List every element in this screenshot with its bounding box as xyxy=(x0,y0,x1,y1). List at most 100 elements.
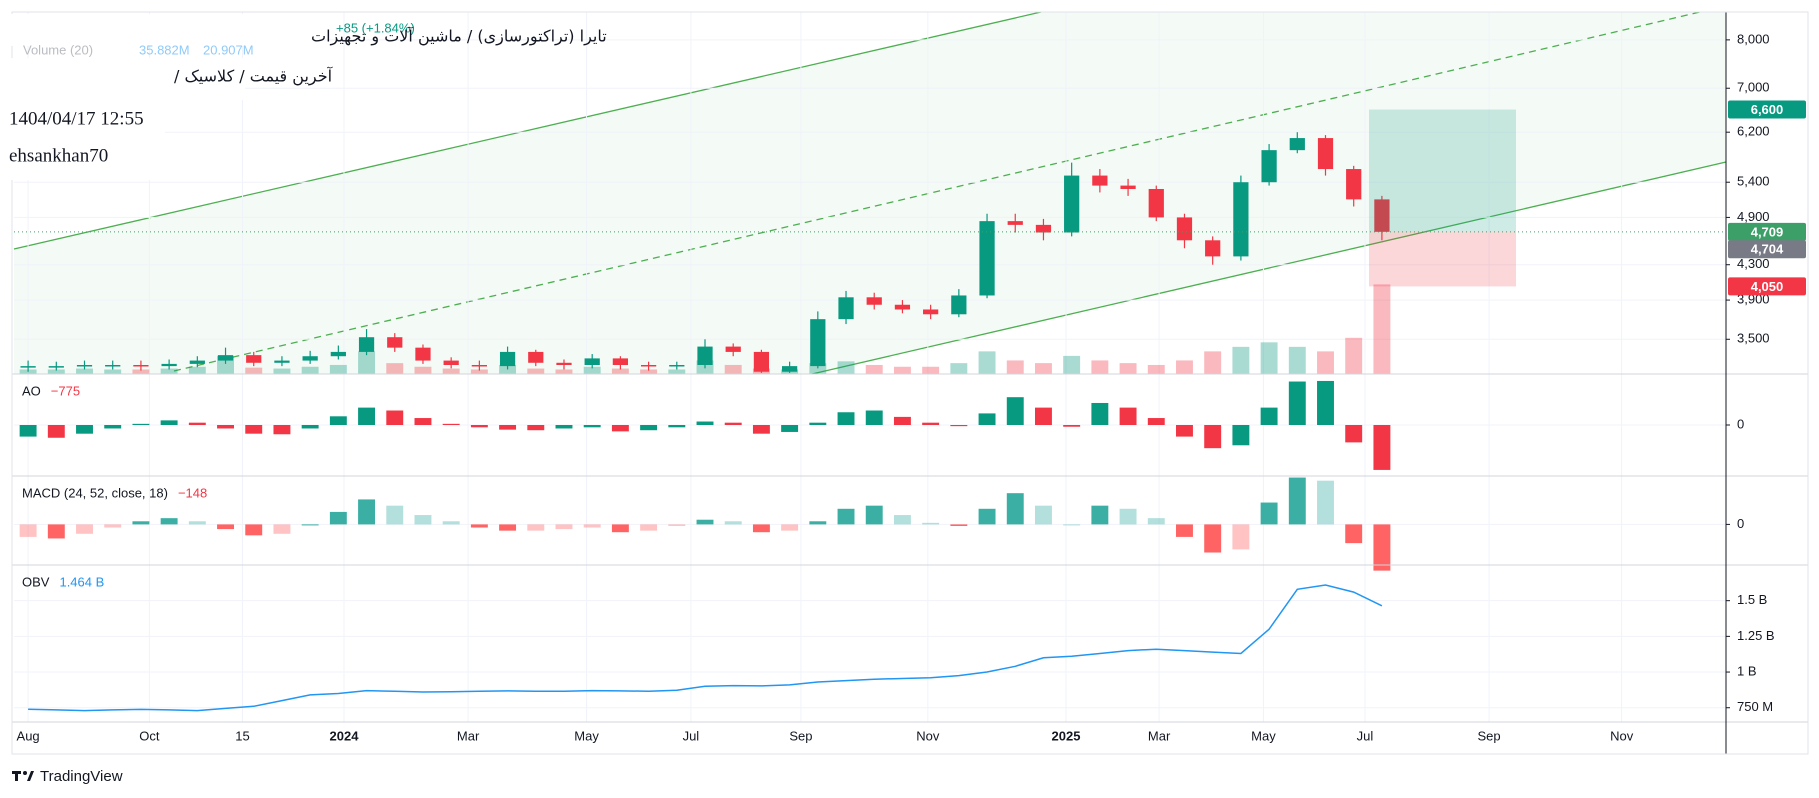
price-tag-label: 4,704 xyxy=(1751,242,1784,257)
histogram-bar xyxy=(555,524,573,530)
candle-body xyxy=(302,356,318,361)
histogram-bar xyxy=(752,524,770,533)
x-tick-label: Aug xyxy=(17,728,40,743)
y-tick-label: 0 xyxy=(1737,516,1744,531)
volume-bar xyxy=(386,363,404,374)
candle-body xyxy=(76,365,93,367)
volume-bar xyxy=(499,364,517,374)
volume-bar xyxy=(1232,346,1250,374)
channel-fill xyxy=(14,12,1726,374)
candle-body xyxy=(330,351,346,357)
candle-body xyxy=(499,351,516,367)
histogram-bar xyxy=(301,425,319,429)
candle-body xyxy=(48,366,64,368)
histogram-bar xyxy=(640,425,658,431)
histogram-bar xyxy=(1232,524,1250,550)
candle-body xyxy=(810,319,826,367)
candle-body xyxy=(1007,221,1023,225)
histogram-bar xyxy=(893,515,911,525)
channel-upper xyxy=(13,11,1042,250)
candle-body xyxy=(612,358,629,366)
candle-body xyxy=(782,366,798,372)
histogram-bar xyxy=(1034,407,1052,425)
volume-bar xyxy=(1345,337,1363,374)
histogram-bar xyxy=(950,425,968,427)
histogram-bar xyxy=(1373,425,1391,470)
histogram-bar xyxy=(1317,480,1334,525)
histogram-bar xyxy=(1204,425,1222,449)
histogram-bar xyxy=(358,407,376,425)
histogram-bar xyxy=(752,425,770,434)
x-tick-label: 2025 xyxy=(1052,728,1081,743)
volume-bar xyxy=(865,364,883,374)
histogram-bar xyxy=(1288,477,1306,525)
obv-line xyxy=(28,584,1383,712)
volume-bar xyxy=(1063,355,1081,374)
histogram-bar xyxy=(922,522,940,525)
histogram-bar xyxy=(1345,425,1363,443)
histogram-bar xyxy=(1204,524,1222,553)
candle-body xyxy=(669,365,685,367)
histogram-bar xyxy=(358,499,376,525)
pane-title: MACD (24, 52, close, 18) xyxy=(22,485,168,500)
volume-ma: 20.907M xyxy=(203,42,254,57)
x-tick-label: Sep xyxy=(789,728,812,743)
pane-value: 1.464 B xyxy=(59,574,104,589)
volume-bar xyxy=(301,366,319,374)
volume-bar xyxy=(527,368,545,374)
position-target xyxy=(1369,109,1516,232)
histogram-bar xyxy=(781,425,799,432)
x-tick-label: Nov xyxy=(916,728,940,743)
histogram-bar xyxy=(1176,524,1193,537)
price-tag xyxy=(1728,277,1806,296)
histogram-bar xyxy=(499,524,517,531)
histogram-bar xyxy=(1034,505,1052,525)
histogram-bar xyxy=(865,410,883,425)
histogram-bar xyxy=(76,425,93,434)
volume-bar xyxy=(640,369,658,374)
histogram-bar xyxy=(188,422,206,425)
volume-bar xyxy=(414,366,432,374)
histogram-bar xyxy=(470,425,488,428)
volume-bar xyxy=(1034,363,1052,374)
histogram-bar xyxy=(950,524,968,526)
candle-body xyxy=(443,360,459,366)
histogram-bar xyxy=(301,524,319,526)
candle-body xyxy=(1148,188,1164,218)
x-tick-label: May xyxy=(574,728,599,743)
volume-bar xyxy=(132,369,150,374)
pane-value: −148 xyxy=(178,485,207,500)
x-tick-label: Jul xyxy=(683,728,700,743)
histogram-bar xyxy=(329,416,347,425)
volume-bar xyxy=(1317,351,1334,374)
candle-body xyxy=(753,351,770,372)
header-box xyxy=(0,100,165,180)
x-tick-label: Mar xyxy=(1148,728,1171,743)
volume-bar xyxy=(442,368,460,374)
candle-body xyxy=(1092,175,1108,186)
candle-body xyxy=(189,360,205,364)
x-tick-label: Oct xyxy=(139,728,160,743)
candle-body xyxy=(725,346,741,352)
volume-bar xyxy=(104,369,122,374)
histogram-bar xyxy=(978,508,996,525)
volume-bar xyxy=(1006,360,1024,374)
y-tick-label: 8,000 xyxy=(1737,31,1770,46)
price-tag-label: 4,709 xyxy=(1751,224,1784,239)
price-tag xyxy=(1728,222,1806,241)
candle-body xyxy=(387,337,403,348)
histogram-bar xyxy=(978,413,996,425)
candle-body xyxy=(584,358,600,366)
histogram-bar xyxy=(19,524,37,537)
histogram-bar xyxy=(583,524,601,528)
candle-body xyxy=(161,363,177,367)
histogram-bar xyxy=(724,422,742,425)
histogram-bar xyxy=(414,418,432,425)
volume-bar xyxy=(978,351,996,374)
y-tick-label: 7,000 xyxy=(1737,80,1770,95)
histogram-bar xyxy=(1317,380,1334,425)
y-tick-label: 6,200 xyxy=(1737,124,1770,139)
candle-body xyxy=(246,355,262,363)
logo-part xyxy=(27,771,34,781)
